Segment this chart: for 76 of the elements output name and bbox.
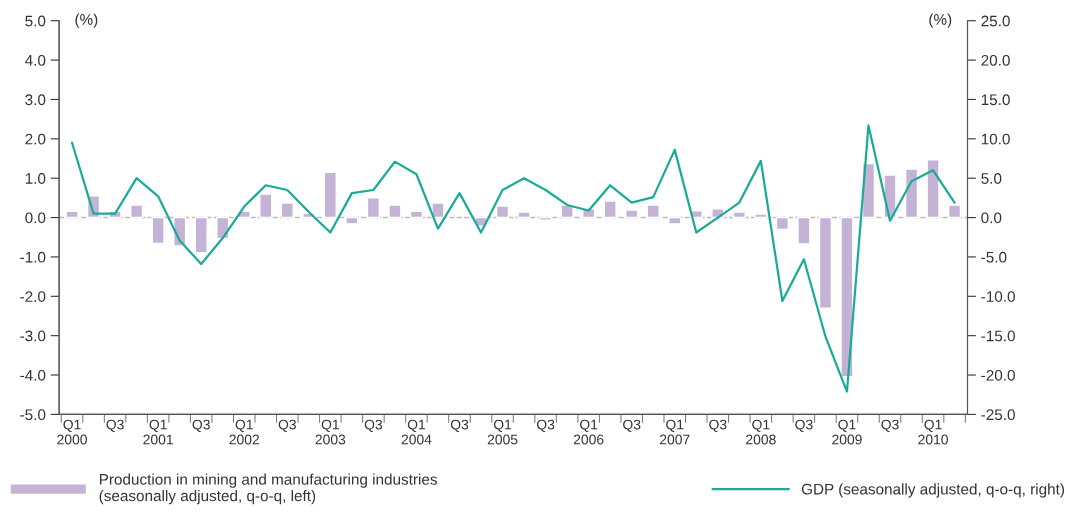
bar [732,211,746,219]
x-tick-label: Q3 [881,419,899,432]
bar [409,210,424,219]
y-tick-label: -1.0 [20,251,46,263]
y2-tick-label: -10.0 [981,291,1015,302]
x-tick-label: Q1 2006 [573,419,604,445]
bar [194,216,208,254]
bar [388,204,402,219]
y2-tick-label: -20.0 [981,369,1015,381]
y2-tick-label: 15.0 [981,94,1010,106]
x-tick-label: Q3 [795,419,813,432]
y-tick-label: 2.0 [25,133,46,145]
y-tick-label: -4.0 [20,369,46,381]
bar [130,204,144,219]
bar [818,216,833,309]
x-tick-label: Q3 [709,419,727,432]
bar [538,216,553,222]
x-tick-label: Q3 [106,419,124,432]
y-tick-label: -2.0 [20,291,46,302]
y-tick-label: -5.0 [20,409,46,421]
x-tick-label: Q1 2002 [229,419,259,445]
y2-axis-title: (%) [929,13,952,28]
y-tick-label: 4.0 [25,54,46,66]
bar [345,216,359,225]
y-tick-label: 3.0 [25,94,46,106]
x-tick-label: Q3 [537,419,555,432]
bar [151,216,165,245]
y2-tick-label: -15.0 [981,330,1015,342]
bar [323,171,337,219]
x-tick-label: Q1 2000 [57,419,87,445]
bar [259,193,273,219]
x-tick-label: Q1 2008 [746,419,776,445]
y-tick-label: -3.0 [20,330,46,342]
x-tick-label: Q1 2001 [143,419,173,445]
x-tick-label: Q3 [623,419,641,432]
bar [280,202,294,219]
x-tick-label: Q1 2010 [918,419,948,445]
bar [625,209,639,219]
bar [603,200,617,219]
y-axis-title: (%) [75,13,98,28]
bar [947,204,962,219]
bar [65,210,79,219]
x-tick-label: Q1 2005 [487,419,518,445]
bar [668,216,682,225]
bar [646,204,660,219]
y2-tick-label: 10.0 [981,133,1010,145]
y2-tick-label: -25.0 [981,409,1015,421]
bar [754,213,768,219]
bar [797,216,811,245]
x-tick-label: Q3 [450,419,469,432]
legend-label: Production in mining and manufacturing industries (seasonally adjusted, q-o-q, left) [99,473,437,505]
line-series [70,124,956,393]
y2-tick-label: 20.0 [981,54,1010,66]
bar [840,216,854,378]
bar [775,216,789,231]
y-tick-label: 5.0 [25,15,46,27]
bar [904,168,919,219]
y-tick-label: 0.0 [25,212,46,224]
y2-tick-label: 25.0 [981,15,1010,27]
x-tick-label: Q3 [192,419,210,432]
bar [431,202,445,219]
bar [517,211,531,219]
x-tick-label: Q1 2007 [660,419,690,445]
x-tick-label: Q3 [364,419,383,432]
legend-label: GDP (seasonally adjusted, q-o-q, right) [801,483,1064,498]
y-tick-label: 1.0 [25,173,46,184]
x-tick-label: Q1 2004 [401,419,432,445]
bar [926,158,940,219]
y2-tick-label: -5.0 [981,251,1007,263]
y2-tick-label: 5.0 [981,173,1002,184]
y2-tick-label: 0.0 [981,212,1002,224]
x-tick-label: Q1 2009 [832,419,862,445]
bar [495,205,510,219]
x-tick-label: Q1 2003 [315,419,346,445]
bar [366,197,381,219]
x-tick-label: Q3 [278,419,296,432]
